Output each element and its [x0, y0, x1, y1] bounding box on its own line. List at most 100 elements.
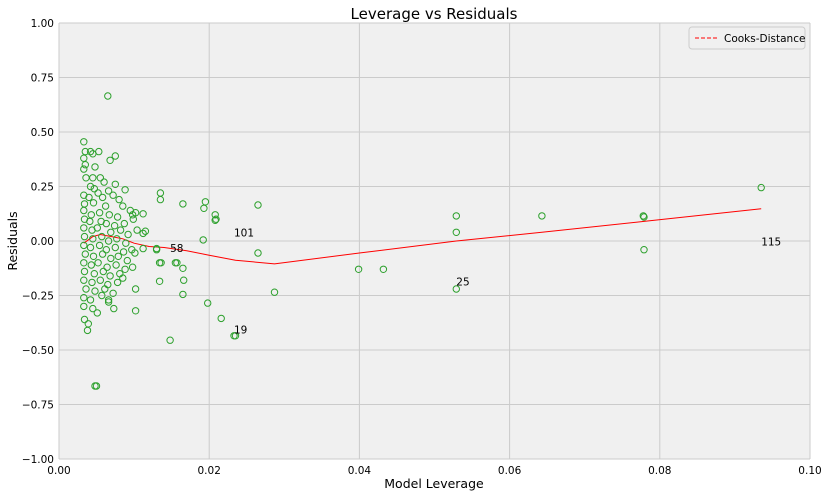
y-tick-label: −0.75 [22, 400, 54, 412]
residual-point [141, 227, 150, 235]
residual-point [128, 263, 137, 271]
residual-point [231, 332, 240, 340]
residual-point [452, 285, 460, 293]
residual-point [639, 212, 647, 220]
residual-point [254, 201, 262, 209]
residual-point [156, 195, 165, 204]
residual-point [212, 215, 220, 223]
y-axis-label: Residuals [5, 211, 20, 270]
residual-point [94, 189, 102, 197]
x-axis-label: Model Leverage [384, 476, 484, 491]
residual-point [121, 186, 129, 194]
residual-point [129, 215, 138, 223]
residual-point [104, 187, 113, 195]
residual-point [157, 259, 165, 267]
residual-point [104, 298, 113, 306]
residual-point [98, 232, 106, 241]
residual-point [86, 296, 95, 304]
residual-point [640, 246, 648, 254]
residual-point [179, 290, 187, 299]
residual-point [139, 210, 147, 218]
residual-point [95, 209, 104, 217]
residual-point [131, 307, 140, 315]
residual-point [109, 191, 117, 199]
residual-point [98, 193, 107, 202]
residual-point [87, 261, 96, 269]
residual-point [254, 249, 262, 257]
residual-point [354, 265, 363, 273]
residual-point [106, 156, 114, 165]
y-tick-label: 1.00 [31, 18, 54, 30]
residual-point [90, 270, 99, 278]
residual-point [110, 222, 119, 230]
residual-point [104, 237, 113, 245]
residual-point [83, 326, 92, 335]
residual-point [115, 195, 123, 204]
residual-point [93, 309, 102, 317]
residual-point [110, 304, 118, 313]
residual-point [89, 235, 97, 243]
residual-point [90, 185, 99, 193]
residual-point [100, 178, 108, 186]
residual-point [80, 232, 89, 241]
legend-box [688, 26, 806, 50]
residual-point [211, 211, 219, 219]
residual-point [86, 182, 95, 191]
residual-point [93, 224, 102, 232]
residual-point [139, 229, 147, 238]
residual-point [89, 199, 98, 207]
residual-point [106, 272, 114, 280]
residual-point [152, 246, 161, 254]
residual-point [94, 259, 102, 267]
residual-point [113, 278, 122, 287]
residual-point [98, 250, 107, 258]
residual-point [640, 213, 648, 221]
residual-point [199, 236, 207, 244]
residual-point [538, 212, 546, 220]
residual-points [80, 92, 765, 390]
residual-point [109, 289, 117, 297]
cooks-distance-series [83, 208, 762, 265]
residual-point [131, 285, 140, 293]
residual-point [452, 228, 460, 237]
residual-point [114, 252, 123, 260]
residual-point [217, 314, 225, 323]
residual-point [379, 265, 388, 273]
residual-point [80, 206, 88, 215]
residual-point [121, 265, 129, 273]
residual-point [82, 285, 90, 293]
residual-point [99, 267, 108, 276]
residual-point [95, 147, 103, 156]
y-tick-label: 0.00 [31, 236, 54, 248]
residual-point [166, 336, 174, 344]
y-tick-label: 0.75 [31, 73, 54, 85]
residual-point [82, 174, 90, 182]
x-tick-label: 0.06 [498, 465, 522, 477]
residual-point [120, 219, 129, 228]
x-tick-label: 0.08 [648, 465, 671, 477]
residual-point [80, 294, 88, 302]
residual-point [92, 382, 101, 390]
residual-point [80, 138, 88, 146]
residual-point [119, 248, 128, 256]
residual-point [139, 244, 147, 253]
residual-point [131, 209, 140, 217]
residual-point [122, 239, 130, 247]
y-axis-ticks: −1.00 −0.75 −0.50 −0.25 0.00 0.25 0.50 0.75 1.00 [22, 18, 54, 466]
y-tick-label: 0.50 [31, 127, 54, 139]
y-tick-label: −0.50 [22, 345, 54, 357]
residual-point [104, 296, 113, 304]
point-annotation: 101 [234, 228, 254, 240]
residual-point [89, 252, 98, 260]
residual-point [80, 302, 88, 311]
residual-point [173, 259, 181, 267]
point-annotation: 19 [234, 325, 247, 337]
x-tick-label: 0.10 [798, 465, 821, 477]
residual-point [107, 228, 115, 237]
residual-point [80, 276, 88, 284]
residual-point [452, 212, 460, 220]
grid [58, 22, 811, 460]
legend-cooks-label: Cooks-Distance [724, 33, 805, 45]
y-tick-label: −1.00 [22, 454, 54, 466]
residual-point [102, 246, 111, 254]
